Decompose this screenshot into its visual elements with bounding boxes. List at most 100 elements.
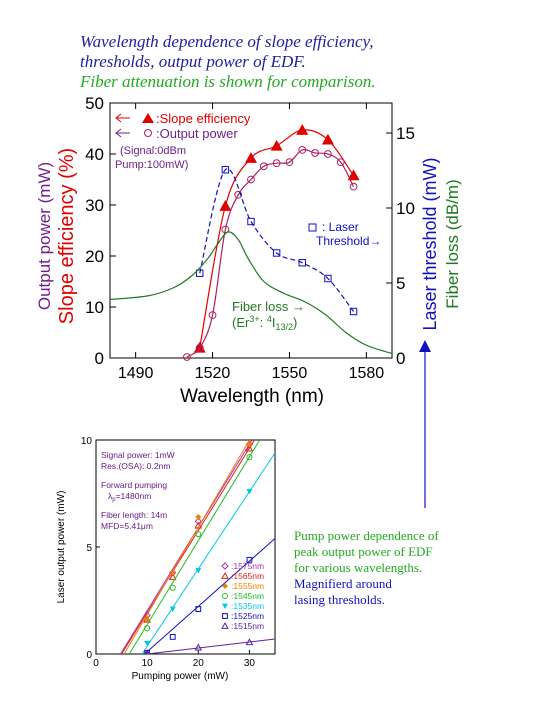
- legend-slope-efficiency: :Slope efficiency: [115, 111, 251, 126]
- legend-circle-icon: [144, 129, 152, 137]
- legend-threshold-label-1: : Laser: [322, 220, 359, 234]
- legend-output-label: :Output power: [156, 126, 238, 141]
- bottom-y-tick-label: 10: [81, 436, 93, 447]
- legend-arrow-left-icon: [115, 128, 130, 138]
- pumping-chart: 0 10 20 30 0 5 10 :1575nm:1565nm:1555nm:1545nm…: [56, 436, 276, 682]
- y-left-tick-label: 30: [85, 196, 104, 215]
- y-right-tick-label: 0: [396, 349, 405, 368]
- series-1545nm-legend-icon: [221, 592, 229, 600]
- output-power-point: [234, 190, 243, 199]
- legend-slope-label: :Slope efficiency: [156, 111, 251, 126]
- output-power-point: [259, 162, 268, 171]
- series-1525nm-point: [246, 556, 253, 563]
- series-1515nm-fit-line: [147, 638, 275, 654]
- output-power-point: [272, 159, 281, 168]
- series-1555nm-point: [195, 514, 202, 521]
- y-label-fiber-loss: Fiber loss (dB/m): [443, 179, 462, 308]
- series-1545nm-legend-label: :1545nm: [231, 591, 264, 601]
- side-note-line-2: peak output power of EDF: [294, 544, 433, 559]
- series-1545nm-point: [195, 531, 202, 538]
- series-1565nm-point: [245, 444, 254, 452]
- caption-line-2: thresholds, output power of EDF.: [80, 52, 306, 71]
- fiber-loss-label: Fiber loss →: [232, 299, 305, 314]
- fiber-loss-ion: (Er3+: 4I13/2): [232, 314, 297, 332]
- laser-threshold-point: [298, 259, 306, 267]
- y-label-laser-threshold: Laser threshold (mW): [420, 157, 440, 330]
- output-power-point: [311, 149, 319, 157]
- fiber-loss-annotation: Fiber loss → (Er3+: 4I13/2): [232, 299, 305, 332]
- side-note-line-3: for various wavelengths.: [294, 560, 423, 575]
- side-note-line-5: lasing thresholds.: [294, 592, 385, 607]
- y-left-tick-label: 0: [95, 349, 104, 368]
- legend-output-power: :Output power: [115, 126, 238, 141]
- series-1525nm-legend-label: :1525nm: [231, 611, 264, 621]
- signal-note: (Signal:0dBm: [120, 145, 186, 157]
- x-tick-label: 1580: [349, 365, 385, 382]
- pump-note: Pump:100mW): [115, 159, 188, 171]
- x-label-wavelength: Wavelength (nm): [180, 386, 324, 407]
- series-1565nm-legend-label: :1565nm: [231, 571, 264, 581]
- output-power-point: [221, 225, 230, 234]
- x-tick-label: 1520: [195, 365, 231, 382]
- bottom-note-length: Fiber length: 14m: [101, 510, 167, 520]
- bottom-x-label: Pumping power (mW): [132, 671, 229, 682]
- series-1535nm-point: [144, 640, 151, 647]
- series-1525nm-point: [169, 633, 176, 640]
- series-1515nm-legend-icon: [221, 621, 229, 629]
- series-1535nm-point: [169, 606, 176, 613]
- series-1555nm-point: [169, 569, 176, 576]
- wavelength-chart: 1490 1520 1550 1580 0 10 20 30 40 50 0 5 10 15 Output…: [35, 94, 462, 407]
- y-left-tick-label: 40: [85, 145, 104, 164]
- laser-threshold-point: [221, 166, 230, 174]
- series-1525nm-fit-line: [144, 538, 275, 654]
- series-1545nm-point: [144, 625, 151, 632]
- bottom-x-tick-label: 20: [193, 658, 205, 669]
- series-1555nm-legend-label: :1555nm: [231, 581, 264, 591]
- y-left-tick-label: 20: [85, 247, 104, 266]
- output-power-point: [349, 182, 358, 191]
- series-1555nm-legend-icon: [222, 583, 228, 589]
- laser-threshold-point: [272, 249, 281, 257]
- series-1535nm-legend-label: :1535nm: [231, 601, 264, 611]
- output-power-point: [183, 353, 191, 361]
- y-label-slope-efficiency: Slope efficiency (%): [56, 148, 78, 324]
- series-1525nm-point: [195, 606, 202, 612]
- series-1575nm-point: [194, 517, 202, 526]
- output-power-point: [336, 158, 345, 167]
- output-power-point: [247, 175, 255, 184]
- slope-efficiency-point: [321, 133, 334, 145]
- output-power-point: [324, 150, 332, 158]
- slope-efficiency-point: [270, 139, 283, 151]
- series-1575nm-legend-icon: [221, 562, 229, 570]
- series-1515nm-point: [194, 643, 203, 651]
- bottom-x-tick-label: 10: [142, 658, 154, 669]
- bottom-x-tick-label: 0: [93, 658, 99, 669]
- bottom-note-signal: Signal power: 1mW: [101, 450, 175, 460]
- bottom-y-tick-label: 0: [86, 650, 92, 661]
- bottom-y-tick-label: 5: [86, 543, 92, 554]
- series-1575nm-legend-label: :1575nm: [231, 561, 264, 571]
- series-1555nm-fit-line: [123, 440, 250, 654]
- series-1565nm-legend-icon: [221, 571, 229, 579]
- legend-laser-threshold: : Laser Threshold→: [308, 220, 381, 248]
- series-1535nm-point: [246, 488, 253, 495]
- series-1535nm-legend-icon: [222, 603, 228, 609]
- slope-efficiency-point: [347, 169, 360, 181]
- series-1545nm-point: [246, 454, 253, 461]
- output-power-line: [186, 148, 355, 358]
- series-1525nm-legend-icon: [222, 613, 228, 619]
- output-power-point: [285, 158, 294, 167]
- series-1535nm-point: [195, 568, 202, 574]
- slope-efficiency-point: [296, 124, 309, 135]
- laser-threshold-point: [324, 274, 332, 283]
- bottom-y-label: Laser output power (mW): [56, 491, 67, 604]
- y-left-tick-label: 10: [85, 298, 104, 317]
- bottom-note-forward: Forward pumping: [101, 480, 167, 490]
- legend-triangle-icon: [142, 113, 154, 123]
- caption-line-1: Wavelength dependence of slope efficienc…: [80, 32, 374, 51]
- laser-threshold-point: [196, 269, 204, 277]
- side-note-line-1: Pump power dependence of: [294, 528, 439, 543]
- series-1515nm-point: [245, 638, 254, 646]
- series-1545nm-fit-line: [128, 440, 261, 654]
